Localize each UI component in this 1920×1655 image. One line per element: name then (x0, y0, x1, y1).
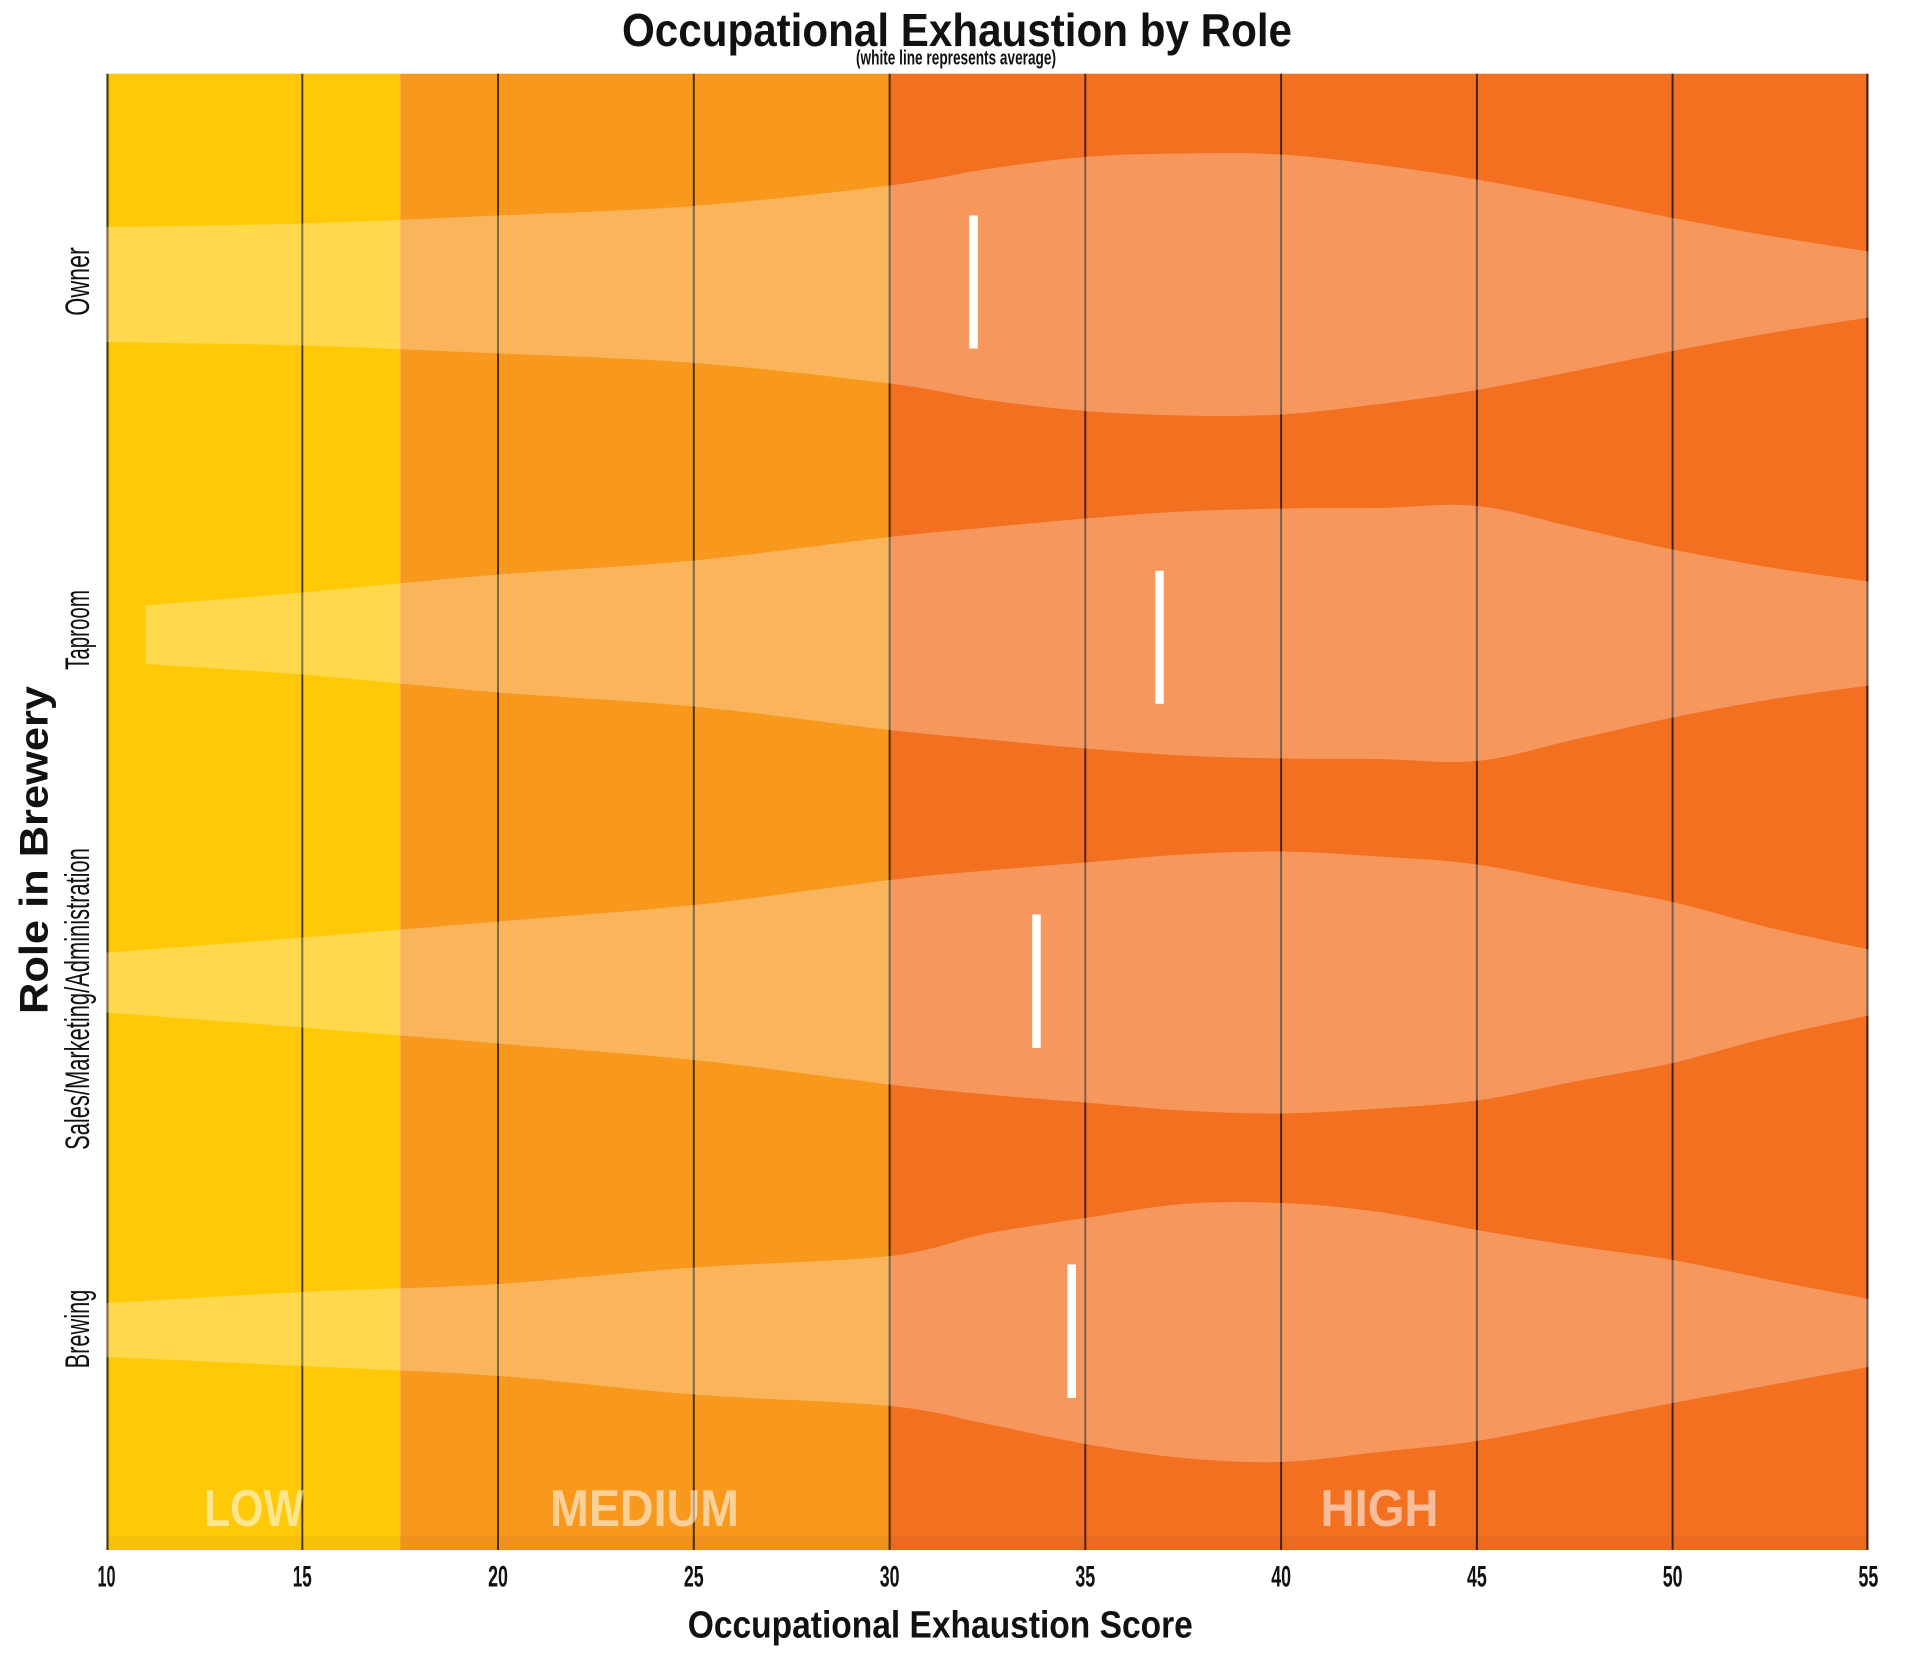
svg-text:40: 40 (1271, 1560, 1291, 1593)
svg-text:Brewing: Brewing (59, 1290, 97, 1369)
svg-text:LOW: LOW (204, 1480, 305, 1538)
svg-text:Occupational Exhaustion by Rol: Occupational Exhaustion by Role (622, 4, 1292, 56)
svg-text:50: 50 (1663, 1560, 1683, 1593)
svg-text:25: 25 (684, 1560, 704, 1593)
svg-text:Taproom: Taproom (59, 590, 97, 670)
svg-text:55: 55 (1859, 1560, 1879, 1593)
svg-text:HIGH: HIGH (1321, 1480, 1439, 1538)
svg-text:10: 10 (98, 1560, 116, 1593)
svg-text:MEDIUM: MEDIUM (550, 1480, 739, 1538)
svg-text:Role in Brewery: Role in Brewery (13, 685, 57, 1014)
svg-text:Owner: Owner (59, 247, 97, 316)
svg-text:45: 45 (1467, 1560, 1487, 1593)
svg-text:35: 35 (1075, 1560, 1095, 1593)
svg-text:Occupational Exhaustion Score: Occupational Exhaustion Score (688, 1604, 1193, 1646)
svg-text:Sales/Marketing/Administration: Sales/Marketing/Administration (59, 848, 97, 1150)
svg-text:15: 15 (293, 1560, 312, 1593)
svg-text:20: 20 (488, 1560, 508, 1593)
svg-text:(white line represents average: (white line represents average) (856, 48, 1056, 70)
svg-text:30: 30 (880, 1560, 900, 1593)
